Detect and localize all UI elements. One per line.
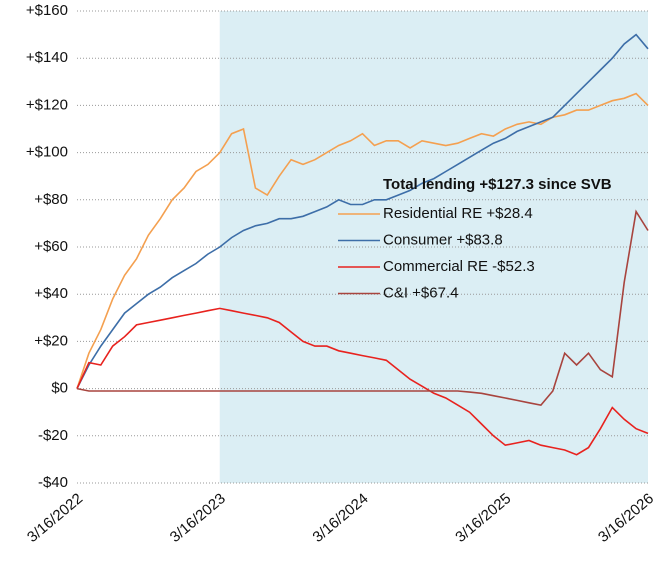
x-tick-label: 3/16/2022 [24, 490, 86, 546]
x-tick-label: 3/16/2025 [452, 490, 514, 546]
x-tick-label: 3/16/2024 [310, 490, 372, 546]
x-tick-label: 3/16/2026 [595, 490, 657, 546]
legend-label: Commercial RE -$52.3 [383, 258, 535, 275]
y-tick-label: -$20 [38, 427, 68, 444]
legend-title: Total lending +$127.3 since SVB [383, 176, 612, 193]
legend-label: Residential RE +$28.4 [383, 205, 533, 222]
y-tick-label: -$40 [38, 474, 68, 491]
y-tick-label: +$140 [26, 49, 68, 66]
y-tick-label: +$40 [34, 285, 68, 302]
series-line [76, 33, 649, 389]
y-tick-label: +$20 [34, 332, 68, 349]
legend-label: C&I +$67.4 [383, 284, 458, 301]
y-tick-label: $0 [51, 380, 68, 397]
y-tick-label: +$160 [26, 2, 68, 19]
y-tick-label: +$120 [26, 96, 68, 113]
y-tick-label: +$60 [34, 238, 68, 255]
y-tick-label: +$100 [26, 144, 68, 161]
shaded-region [219, 11, 648, 483]
legend-label: Consumer +$83.8 [383, 231, 503, 248]
y-tick-label: +$80 [34, 191, 68, 208]
x-tick-label: 3/16/2023 [167, 490, 229, 546]
series-line [76, 307, 649, 456]
series-line [76, 209, 649, 406]
